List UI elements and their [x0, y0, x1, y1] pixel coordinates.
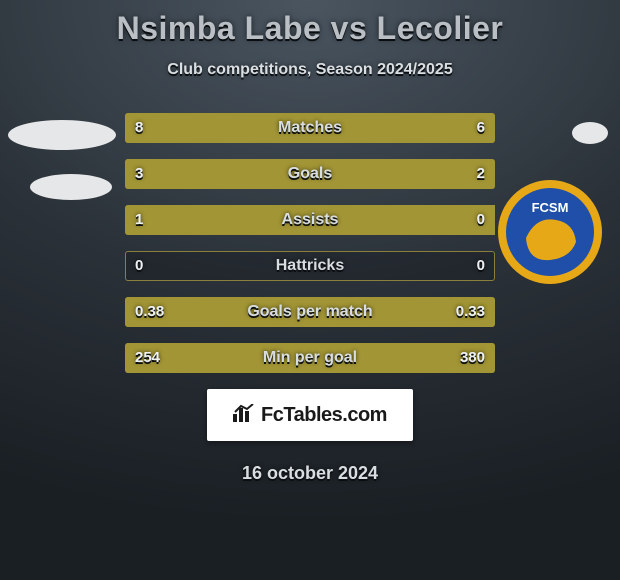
- brand-text: FcTables.com: [261, 404, 387, 427]
- stat-row: 0.380.33Goals per match: [125, 297, 495, 327]
- stat-row: 86Matches: [125, 113, 495, 143]
- date-label: 16 october 2024: [0, 463, 620, 484]
- stat-label: Goals per match: [125, 297, 495, 327]
- stat-row: 00Hattricks: [125, 251, 495, 281]
- stat-row: 254380Min per goal: [125, 343, 495, 373]
- stat-label: Assists: [125, 205, 495, 235]
- stat-label: Goals: [125, 159, 495, 189]
- stat-row: 32Goals: [125, 159, 495, 189]
- stat-label: Hattricks: [125, 251, 495, 281]
- page-title: Nsimba Labe vs Lecolier: [0, 10, 620, 47]
- infographic: Nsimba Labe vs Lecolier Club competition…: [0, 0, 620, 580]
- stat-row: 10Assists: [125, 205, 495, 235]
- brand-logo-icon: [233, 404, 255, 427]
- stat-label: Min per goal: [125, 343, 495, 373]
- subtitle: Club competitions, Season 2024/2025: [0, 61, 620, 79]
- comparison-chart: 86Matches 32Goals 10Assists 00Hattricks 0.38…: [0, 113, 620, 373]
- brand-badge: FcTables.com: [207, 389, 413, 441]
- stat-label: Matches: [125, 113, 495, 143]
